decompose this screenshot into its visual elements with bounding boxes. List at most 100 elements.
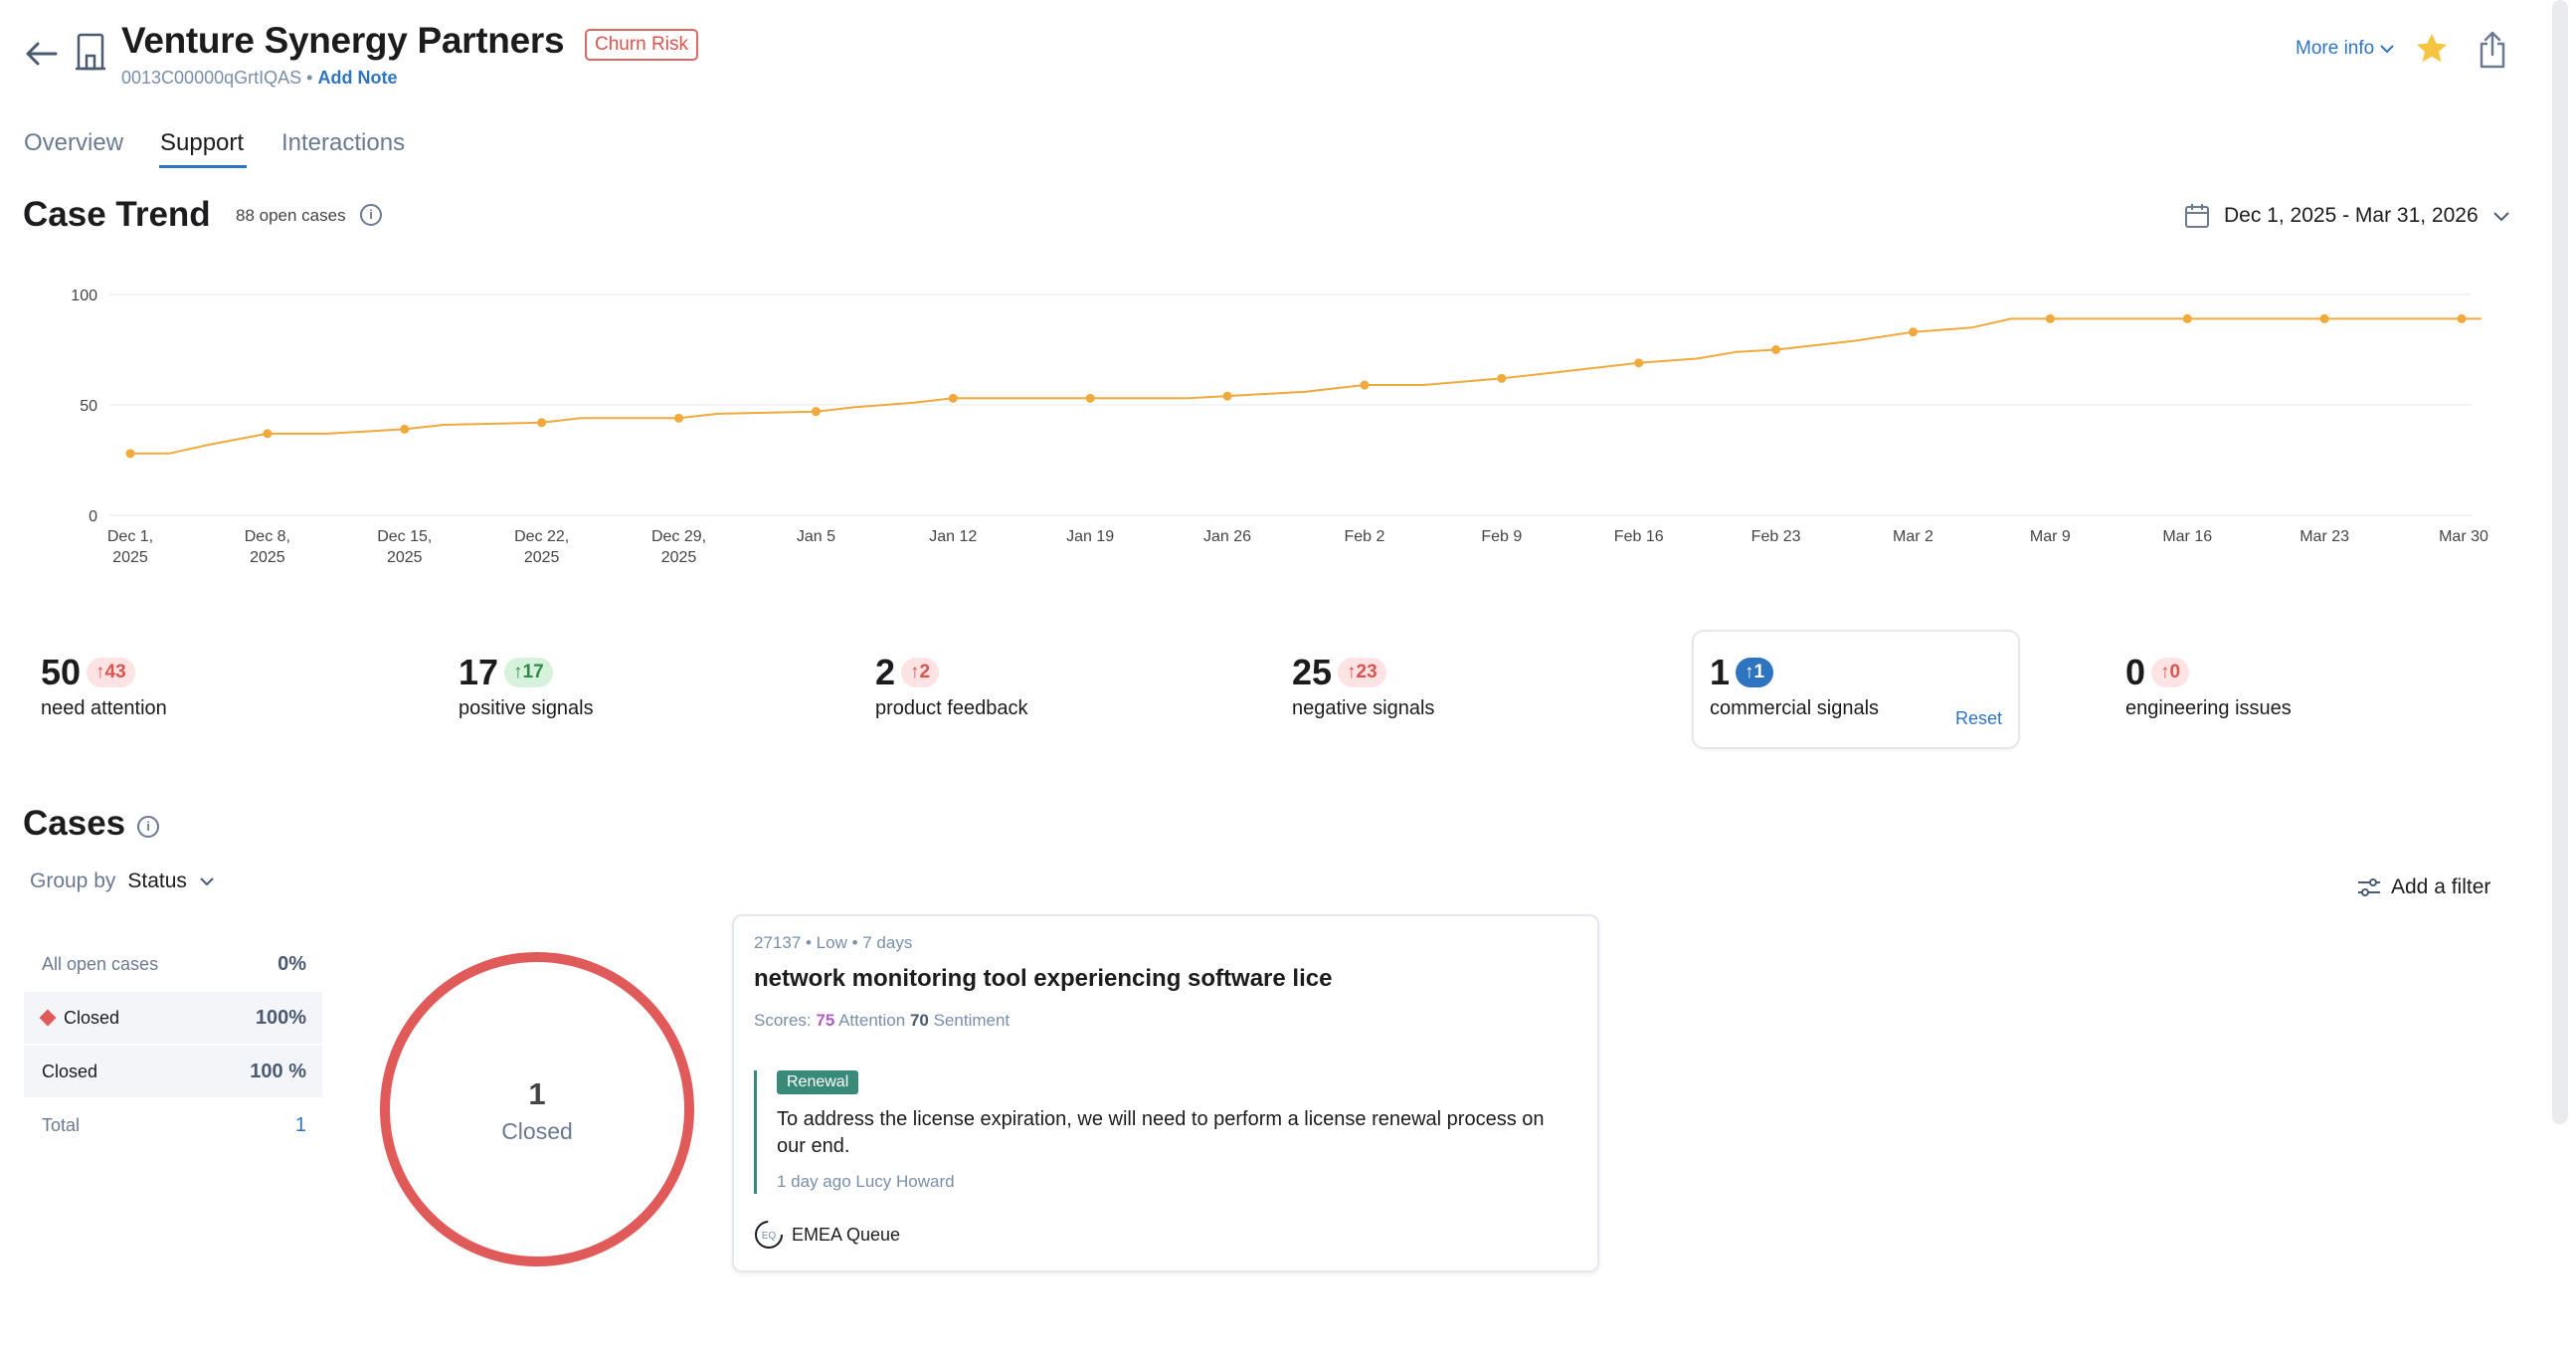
stat-engineering-issues[interactable]: 0 ↑0 engineering issues: [2125, 652, 2292, 720]
selected-stat-card[interactable]: [1692, 630, 2020, 749]
data-point: [1908, 327, 1918, 337]
reset-link[interactable]: Reset: [1955, 708, 2003, 728]
group-by-label: Group by: [30, 870, 116, 892]
separator: •: [306, 68, 313, 88]
status-value: 100%: [255, 1006, 306, 1029]
data-point: [125, 449, 135, 459]
chevron-down-icon: [200, 877, 214, 886]
stat-value: 25: [1292, 652, 1333, 692]
x-tick-label: 2025: [661, 549, 697, 566]
series-line: [130, 317, 2482, 455]
quote-meta: 1 day ago Lucy Howard: [777, 1172, 955, 1191]
x-tick-label: Feb 23: [1751, 528, 1801, 545]
stat-product-feedback[interactable]: 2 ↑2 product feedback: [875, 652, 1027, 720]
x-tick-label: Feb 16: [1614, 528, 1664, 545]
data-point: [2045, 313, 2055, 323]
stat-delta: 17: [522, 662, 544, 682]
x-tick-label: Dec 22,: [514, 528, 569, 545]
x-tick-label: Dec 15,: [377, 528, 432, 545]
share-icon[interactable]: [2475, 30, 2510, 70]
status-row[interactable]: Closed 100%: [24, 992, 322, 1044]
donut-label: Closed: [501, 1118, 573, 1144]
back-arrow-icon[interactable]: [22, 36, 62, 72]
tab-interactions[interactable]: Interactions: [281, 129, 406, 156]
stat-delta: 0: [2169, 662, 2181, 682]
case-card[interactable]: [732, 914, 1599, 1272]
status-row[interactable]: Closed 100 %: [24, 1046, 322, 1097]
stat-delta: 43: [104, 662, 126, 682]
stat-delta: 1: [1753, 662, 1765, 682]
stat-commercial-signals[interactable]: 1 ↑1 commercial signals: [1710, 652, 1879, 720]
y-tick-label: 100: [71, 288, 97, 304]
x-tick-label: 2025: [112, 549, 148, 566]
queue-row: EQ EMEA Queue: [754, 1220, 900, 1250]
more-info-dropdown[interactable]: More info: [2296, 38, 2395, 60]
status-row[interactable]: All open cases 0%: [24, 938, 322, 990]
sentiment-score: 70: [909, 1011, 929, 1030]
stat-delta: 2: [919, 662, 931, 682]
x-tick-label: Dec 8,: [245, 528, 290, 545]
queue-avatar-text: EQ: [762, 1231, 777, 1242]
more-info-label: More info: [2296, 38, 2375, 59]
data-point: [537, 418, 547, 428]
x-tick-label: Mar 2: [1893, 528, 1933, 545]
add-filter-button[interactable]: Add a filter: [2357, 875, 2490, 899]
x-tick-label: 2025: [387, 549, 423, 566]
data-point: [1771, 345, 1781, 354]
stat-label: need attention: [41, 697, 167, 719]
active-tab-indicator: [159, 165, 247, 168]
stat-label: engineering issues: [2125, 697, 2292, 719]
info-icon[interactable]: i: [360, 204, 382, 226]
data-point: [1360, 380, 1370, 390]
arrow-up-icon: ↑: [2160, 662, 2170, 682]
data-point: [2457, 313, 2467, 323]
data-point: [811, 407, 821, 417]
arrow-up-icon: ↑: [1745, 662, 1754, 682]
cases-title: Cases: [23, 804, 126, 843]
tab-support[interactable]: Support: [160, 129, 245, 156]
data-point: [674, 413, 684, 423]
stat-positive-signals[interactable]: 17 ↑17 positive signals: [459, 652, 594, 720]
case-quote: To address the license expiration, we wi…: [777, 1108, 1545, 1157]
x-tick-label: 2025: [250, 549, 285, 566]
stat-delta-badge: ↑43: [87, 658, 135, 687]
queue-name: EMEA Queue: [792, 1224, 901, 1245]
stat-delta: 23: [1356, 662, 1378, 682]
y-tick-label: 0: [89, 508, 97, 525]
data-point: [948, 393, 958, 403]
data-point: [1222, 391, 1232, 401]
date-range-label: Dec 1, 2025 - Mar 31, 2026: [2224, 204, 2479, 227]
group-by-control[interactable]: Group by Status: [30, 870, 215, 893]
account-name: Venture Synergy Partners: [121, 20, 565, 61]
stat-delta-badge: ↑0: [2151, 658, 2190, 687]
x-tick-label: Mar 23: [2300, 528, 2349, 545]
stat-delta-badge: ↑1: [1736, 658, 1774, 687]
account-id: 0013C00000qGrtIQAS: [121, 68, 302, 88]
stat-label: product feedback: [875, 697, 1028, 719]
stat-value: 50: [41, 652, 82, 692]
renewal-tag: Renewal: [777, 1070, 859, 1094]
data-point: [1085, 393, 1095, 403]
add-note-link[interactable]: Add Note: [317, 68, 398, 88]
status-label: Total: [42, 1114, 81, 1135]
case-meta: 27137 • Low • 7 days: [754, 933, 913, 952]
chevron-down-icon: [2380, 45, 2395, 54]
x-tick-label: Jan 19: [1066, 528, 1114, 545]
status-row[interactable]: Total 1: [24, 1099, 322, 1151]
status-label: All open cases: [42, 953, 159, 974]
stat-need-attention[interactable]: 50 ↑43 need attention: [41, 652, 167, 720]
x-tick-label: Jan 26: [1203, 528, 1251, 545]
group-by-value[interactable]: Status: [127, 870, 187, 892]
stat-negative-signals[interactable]: 25 ↑23 negative signals: [1292, 652, 1434, 720]
data-point: [1497, 373, 1507, 383]
star-icon[interactable]: [2413, 30, 2451, 68]
case-title[interactable]: network monitoring tool experiencing sof…: [754, 965, 1333, 992]
date-range-picker[interactable]: Dec 1, 2025 - Mar 31, 2026: [2184, 199, 2510, 233]
stat-delta-badge: ↑23: [1338, 658, 1386, 687]
case-scores: Scores: 75 Attention 70 Sentiment: [754, 1011, 1010, 1031]
scores-label: Scores:: [754, 1011, 812, 1030]
info-icon[interactable]: i: [137, 816, 159, 838]
tab-overview[interactable]: Overview: [24, 129, 124, 156]
status-label: Closed: [64, 1007, 120, 1028]
page-scrollbar[interactable]: [2552, 0, 2568, 1124]
